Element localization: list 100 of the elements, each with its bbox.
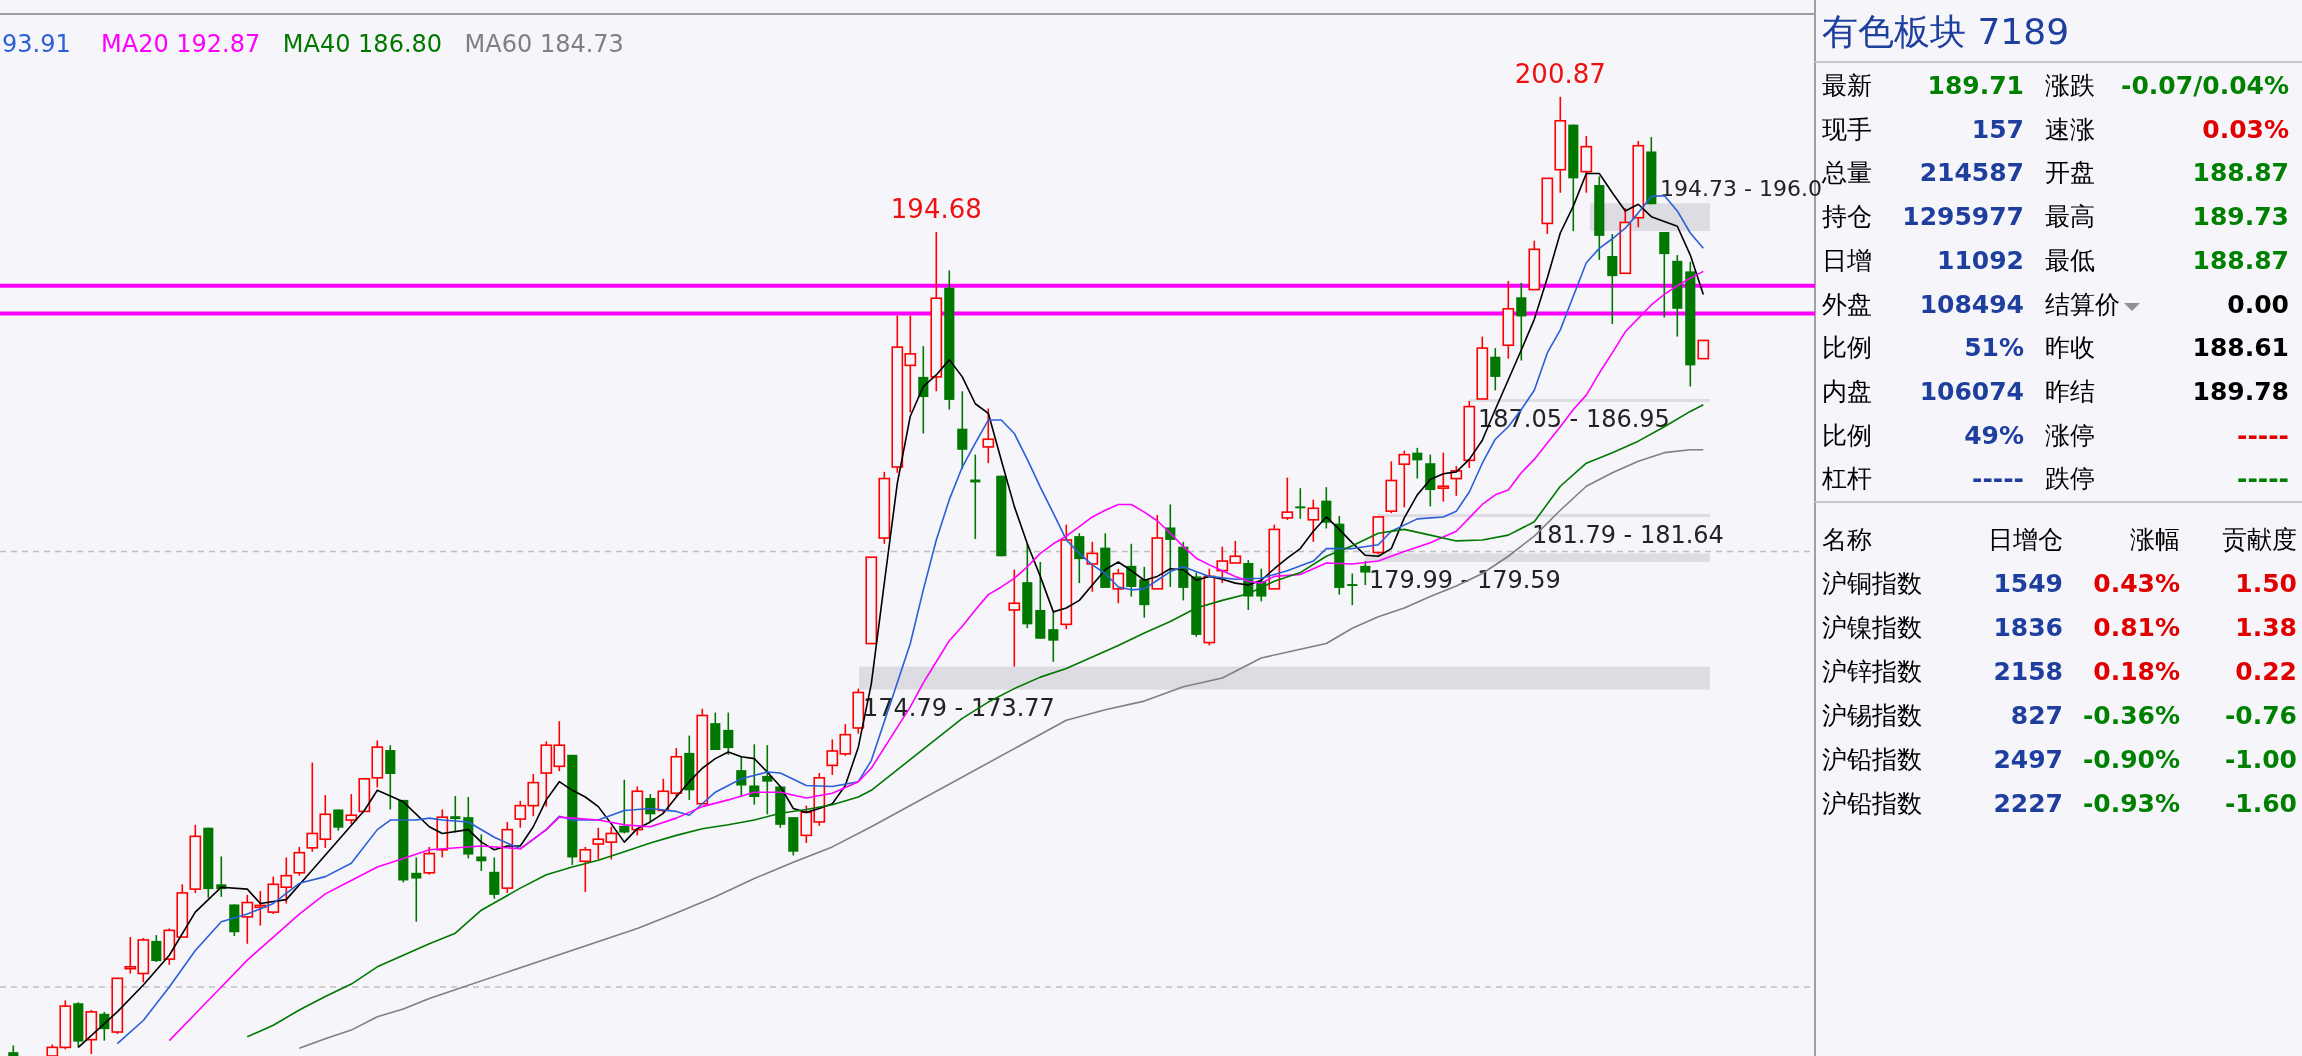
- text: 开盘: [2045, 158, 2095, 188]
- text: 涨幅: [2130, 525, 2180, 554]
- text: 涨停: [2045, 420, 2095, 450]
- candlestick: [579, 846, 592, 893]
- text: 106074: [1919, 376, 2024, 406]
- text: 沪铜指数: [1822, 569, 1922, 598]
- text: 沪镍指数: [1822, 613, 1922, 642]
- annotation: 200.87: [1514, 58, 1606, 89]
- candlestick: [333, 808, 344, 832]
- text: 持仓: [1822, 202, 1872, 232]
- text: 沪铅指数: [1822, 745, 1922, 774]
- text: -0.36%: [2082, 701, 2180, 730]
- text: 189.73: [2192, 202, 2289, 232]
- candlestick: [385, 744, 396, 811]
- text: 沪锡指数: [1822, 701, 1922, 730]
- text: 比例: [1822, 420, 1872, 450]
- text: -0.76: [2224, 701, 2297, 730]
- text: 沪锌指数: [1822, 657, 1922, 686]
- text: 2497: [1993, 745, 2063, 774]
- candlestick: [1659, 231, 1670, 319]
- text: 189.78: [2192, 376, 2289, 406]
- text: 1.38: [2235, 613, 2297, 642]
- text: 现手: [1822, 114, 1872, 144]
- text: 日增: [1822, 245, 1872, 275]
- band-label: 194.73 - 196.0: [1660, 176, 1822, 202]
- candlestick: [151, 934, 162, 963]
- text: MA60 184.73: [464, 30, 624, 58]
- text: 贡献度: [2222, 525, 2297, 554]
- text: 1.50: [2235, 569, 2297, 598]
- annotation: 194.68: [890, 194, 982, 225]
- text: 昨结: [2045, 376, 2095, 406]
- text: 2158: [1993, 657, 2063, 686]
- candlestick: [1086, 541, 1099, 593]
- candlestick: [1307, 498, 1320, 543]
- text: 沪铅指数: [1822, 789, 1922, 818]
- text: 0.22: [2235, 657, 2297, 686]
- candlestick: [619, 778, 630, 835]
- text: 外盘: [1822, 289, 1872, 319]
- candlestick: [1048, 611, 1059, 663]
- text: 188.61: [2192, 333, 2289, 363]
- text: 昨收: [2045, 333, 2095, 363]
- text: 总量: [1821, 158, 1872, 188]
- text: 1836: [1993, 613, 2063, 642]
- candlestick: [1697, 339, 1710, 360]
- candlestick: [489, 856, 500, 900]
- candlestick: [411, 856, 422, 923]
- text: -0.07/0.04%: [2121, 71, 2289, 100]
- text: 827: [2010, 701, 2063, 730]
- text: 名称: [1822, 525, 1872, 554]
- candlestick: [982, 407, 995, 465]
- text: 157: [1971, 114, 2024, 144]
- candlestick: [476, 833, 487, 872]
- candlestick: [762, 744, 773, 816]
- text: 有色板块 7189: [1822, 11, 2070, 52]
- text: -----: [2237, 464, 2289, 494]
- candlestick: [1437, 451, 1450, 503]
- text: -----: [1972, 464, 2024, 494]
- candlestick: [450, 795, 461, 834]
- candlestick: [736, 755, 747, 797]
- text: 2227: [1993, 789, 2063, 818]
- text: 0.43%: [2093, 569, 2180, 598]
- candlestick: [723, 711, 734, 756]
- text: -0.93%: [2082, 789, 2180, 818]
- text: 214587: [1919, 158, 2024, 188]
- text: 最新: [1822, 71, 1872, 100]
- candlestick: [1112, 567, 1125, 605]
- text: 0.03%: [2202, 114, 2289, 144]
- text: 结算价: [2045, 289, 2120, 319]
- text: 188.87: [2192, 158, 2289, 188]
- text: 189.71: [1927, 71, 2024, 100]
- text: MA40 186.80: [282, 30, 443, 58]
- text: 1549: [1993, 569, 2063, 598]
- candlestick: [1347, 572, 1358, 606]
- text: 跌停: [2045, 464, 2095, 494]
- text: 涨跌: [2045, 71, 2095, 100]
- text: 比例: [1822, 333, 1872, 363]
- candlestick: [345, 793, 358, 825]
- text: -0.90%: [2082, 745, 2180, 774]
- text: 速涨: [2045, 114, 2095, 144]
- candlestick: [1607, 233, 1618, 325]
- text: 1295977: [1902, 202, 2024, 232]
- text: 108494: [1919, 289, 2024, 319]
- text: -----: [2237, 420, 2289, 450]
- candlestick: [1490, 347, 1501, 392]
- candlestick: [1281, 476, 1294, 521]
- candlestick: [293, 846, 306, 877]
- candlestick: [423, 846, 436, 876]
- band-label: 181.79 - 181.64: [1532, 520, 1724, 549]
- text: MA20 192.87: [101, 30, 261, 58]
- text: 11092: [1937, 245, 2024, 275]
- text: 内盘: [1822, 376, 1872, 406]
- candlestick: [1008, 568, 1021, 668]
- text: 最高: [2045, 202, 2095, 232]
- text: 51%: [1964, 333, 2024, 363]
- candlestick: [1360, 560, 1371, 586]
- candlestick: [1295, 487, 1306, 520]
- text: 杠杆: [1821, 464, 1872, 494]
- text: 49%: [1964, 420, 2024, 450]
- text: -1.60: [2224, 789, 2297, 818]
- candlestick: [1412, 447, 1423, 480]
